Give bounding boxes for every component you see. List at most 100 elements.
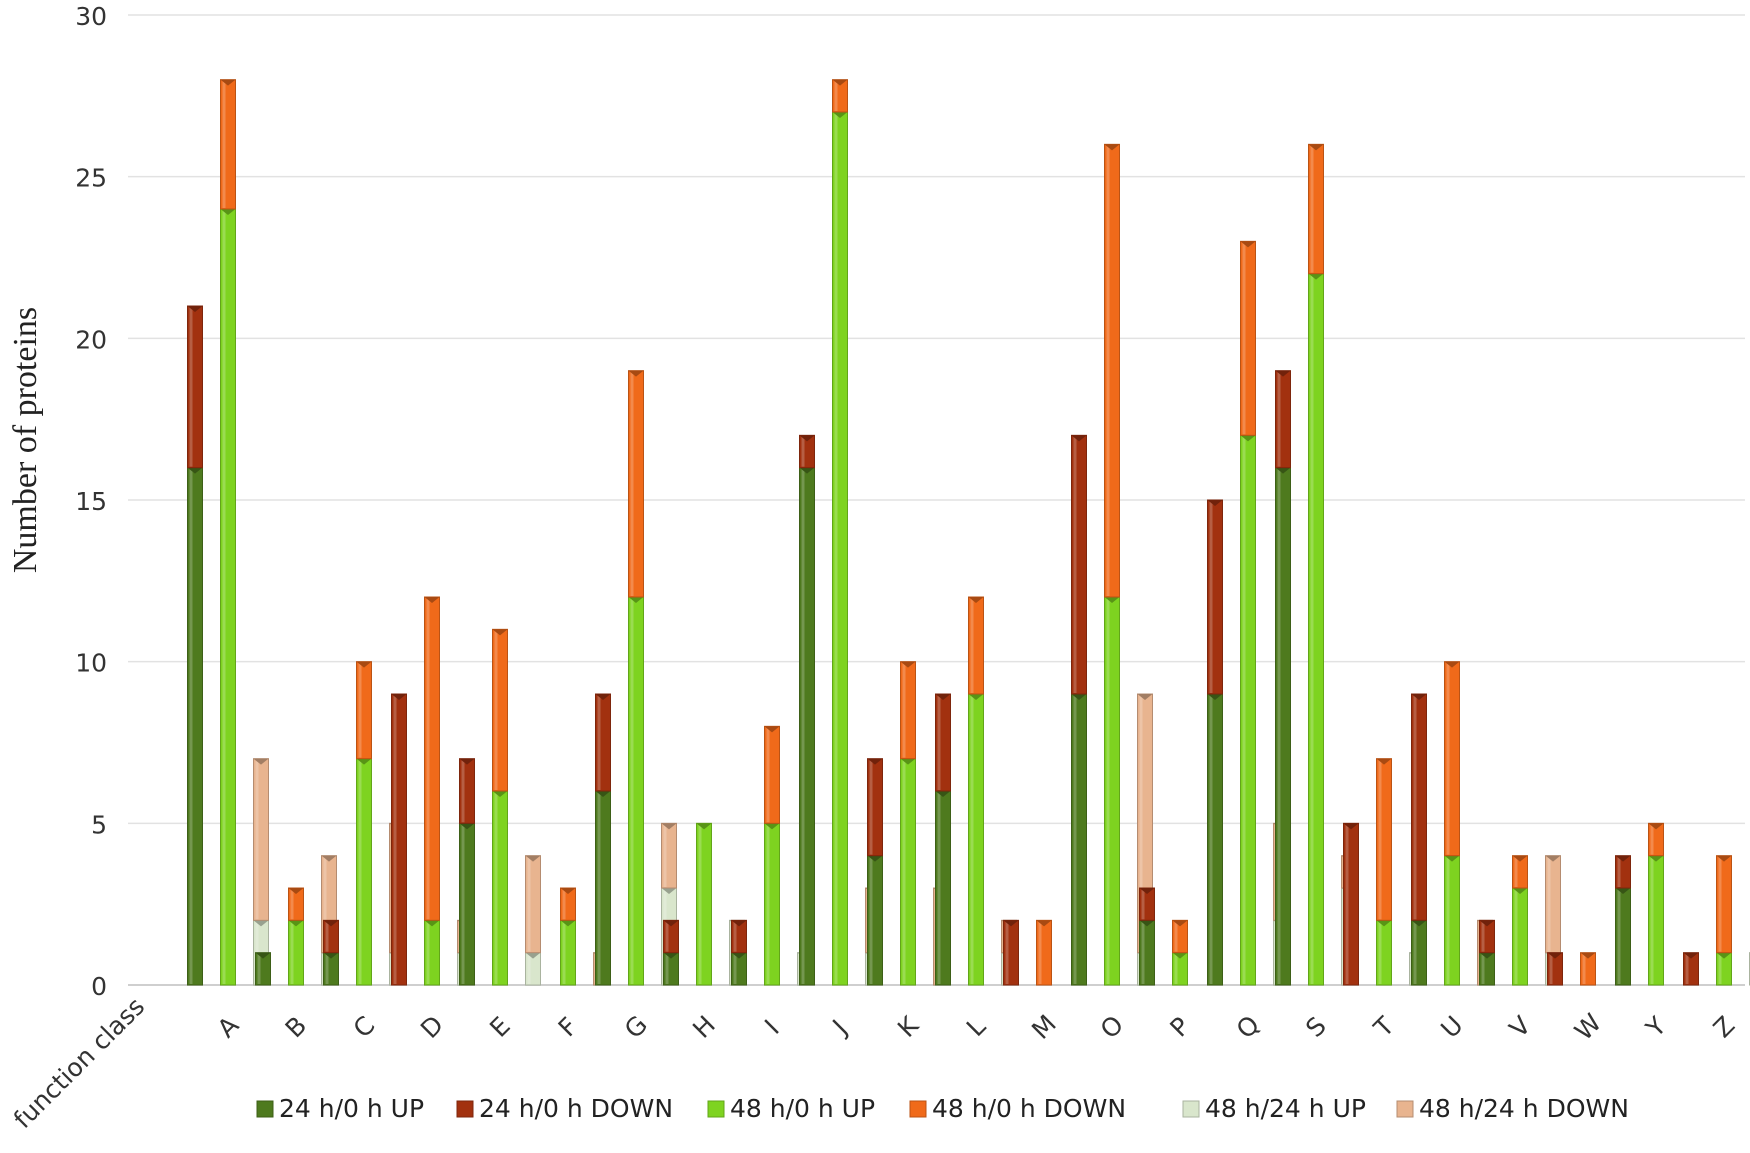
y-tick-label: 25 bbox=[75, 164, 107, 193]
legend-label: 48 h/24 h UP bbox=[1205, 1094, 1366, 1123]
bar-highlight bbox=[1175, 954, 1178, 984]
bar-highlight bbox=[903, 663, 906, 758]
x-tick-label: C bbox=[348, 1011, 381, 1044]
bar-highlight bbox=[1006, 921, 1009, 984]
bar-highlight bbox=[1278, 372, 1281, 467]
bar-highlight bbox=[462, 824, 465, 984]
bar-highlight bbox=[1651, 857, 1654, 984]
bar-highlight bbox=[1548, 857, 1551, 952]
x-tick-label: G bbox=[619, 1010, 653, 1044]
legend-label: 48 h/0 h UP bbox=[730, 1094, 875, 1123]
legend-label: 24 h/0 h DOWN bbox=[479, 1094, 673, 1123]
bar-highlight bbox=[1311, 275, 1314, 984]
x-tick-label: H bbox=[687, 1010, 721, 1044]
x-axis-label: function class bbox=[8, 992, 150, 1134]
bar-highlight bbox=[971, 598, 974, 693]
bar-highlight bbox=[699, 824, 702, 984]
bar-highlight bbox=[1379, 921, 1382, 984]
bar-highlight bbox=[767, 727, 770, 822]
bar-highlight bbox=[427, 598, 430, 919]
x-tick-label: V bbox=[1504, 1011, 1537, 1044]
bar-highlight bbox=[1719, 857, 1722, 952]
x-tick-label: Z bbox=[1708, 1011, 1741, 1044]
x-tick-label: Y bbox=[1640, 1011, 1673, 1044]
bar-highlight bbox=[495, 630, 498, 790]
x-tick-label: F bbox=[553, 1012, 584, 1043]
legend-swatch bbox=[1397, 1101, 1413, 1117]
bars bbox=[188, 80, 1750, 985]
bar-highlight bbox=[1142, 889, 1145, 919]
bar-highlight bbox=[1074, 436, 1077, 693]
bar-highlight bbox=[938, 695, 941, 790]
bar-highlight bbox=[664, 824, 667, 887]
bar-highlight bbox=[1311, 145, 1314, 272]
bar-highlight bbox=[563, 921, 566, 984]
legend-label: 48 h/0 h DOWN bbox=[932, 1094, 1126, 1123]
bar-highlight bbox=[1550, 954, 1553, 984]
x-tick-label: U bbox=[1435, 1010, 1468, 1043]
x-tick-label: T bbox=[1368, 1011, 1401, 1044]
bar-highlight bbox=[1686, 954, 1689, 984]
bar-highlight bbox=[1346, 824, 1349, 984]
bar-highlight bbox=[1618, 857, 1621, 887]
bar-highlight bbox=[223, 81, 226, 208]
bar-highlight bbox=[767, 824, 770, 984]
bar-highlight bbox=[256, 760, 259, 920]
bar-highlight bbox=[1651, 824, 1654, 854]
y-tick-label: 20 bbox=[75, 325, 107, 354]
bar-highlight bbox=[835, 81, 838, 111]
bar-highlight bbox=[1142, 921, 1145, 984]
bar-highlight bbox=[291, 921, 294, 984]
y-axis-label: Number of proteins bbox=[7, 307, 44, 573]
bar-highlight bbox=[1719, 954, 1722, 984]
bar-highlight bbox=[666, 954, 669, 984]
bar-highlight bbox=[734, 921, 737, 951]
bar-highlight bbox=[734, 954, 737, 984]
x-tick-label: A bbox=[212, 1011, 245, 1044]
x-tick-label: M bbox=[1026, 1009, 1062, 1045]
x-tick-label: S bbox=[1300, 1011, 1332, 1043]
bar-highlight bbox=[223, 210, 226, 984]
bar-highlight bbox=[528, 857, 531, 952]
y-tick-label: 5 bbox=[91, 810, 107, 839]
bar-highlight bbox=[326, 954, 329, 984]
bar-highlight bbox=[359, 760, 362, 984]
bar-highlight bbox=[802, 469, 805, 984]
bar-highlight bbox=[1414, 695, 1417, 919]
bar-highlight bbox=[1447, 663, 1450, 855]
x-tick-label: L bbox=[961, 1012, 991, 1042]
bar-highlight bbox=[1583, 954, 1586, 984]
x-tick-label: W bbox=[1569, 1008, 1607, 1046]
bar-highlight bbox=[870, 857, 873, 984]
bar-highlight bbox=[495, 792, 498, 984]
x-tick-label: O bbox=[1095, 1010, 1129, 1044]
x-tick-label: B bbox=[280, 1011, 313, 1044]
bar-highlight bbox=[598, 695, 601, 790]
legend-swatch bbox=[457, 1101, 473, 1117]
bar-highlight bbox=[631, 598, 634, 984]
legend-swatch bbox=[708, 1101, 724, 1117]
bar-highlight bbox=[1482, 921, 1485, 951]
bar-highlight bbox=[563, 889, 566, 919]
bar-highlight bbox=[1515, 889, 1518, 984]
bar-highlight bbox=[1107, 145, 1110, 596]
bar-highlight bbox=[1447, 857, 1450, 984]
bar-highlight bbox=[1482, 954, 1485, 984]
x-tick-label: J bbox=[826, 1014, 853, 1041]
bar-highlight bbox=[938, 792, 941, 984]
x-tick-label: D bbox=[415, 1010, 449, 1044]
x-tick-label: P bbox=[1164, 1011, 1195, 1042]
bar-highlight bbox=[1210, 501, 1213, 693]
bar-highlight bbox=[359, 663, 362, 758]
y-tick-label: 15 bbox=[75, 487, 107, 516]
bar-highlight bbox=[1618, 889, 1621, 984]
bar-highlight bbox=[462, 760, 465, 823]
bar-highlight bbox=[528, 954, 531, 984]
bar-highlight bbox=[394, 695, 397, 984]
bar-highlight bbox=[291, 889, 294, 919]
bar-highlight bbox=[971, 695, 974, 984]
